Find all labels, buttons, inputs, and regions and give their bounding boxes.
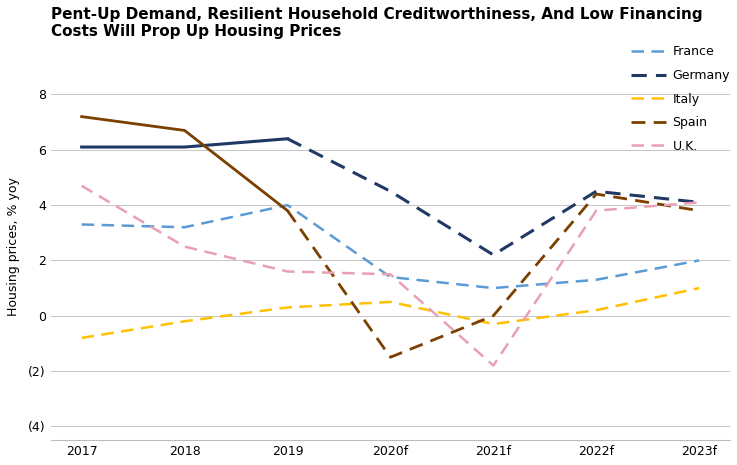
Text: Pent-Up Demand, Resilient Household Creditworthiness, And Low Financing
Costs Wi: Pent-Up Demand, Resilient Household Cred… — [51, 7, 702, 40]
Legend: France, Germany, Italy, Spain, U.K.: France, Germany, Italy, Spain, U.K. — [632, 45, 730, 153]
Y-axis label: Housing prices, % yoy: Housing prices, % yoy — [7, 177, 20, 316]
